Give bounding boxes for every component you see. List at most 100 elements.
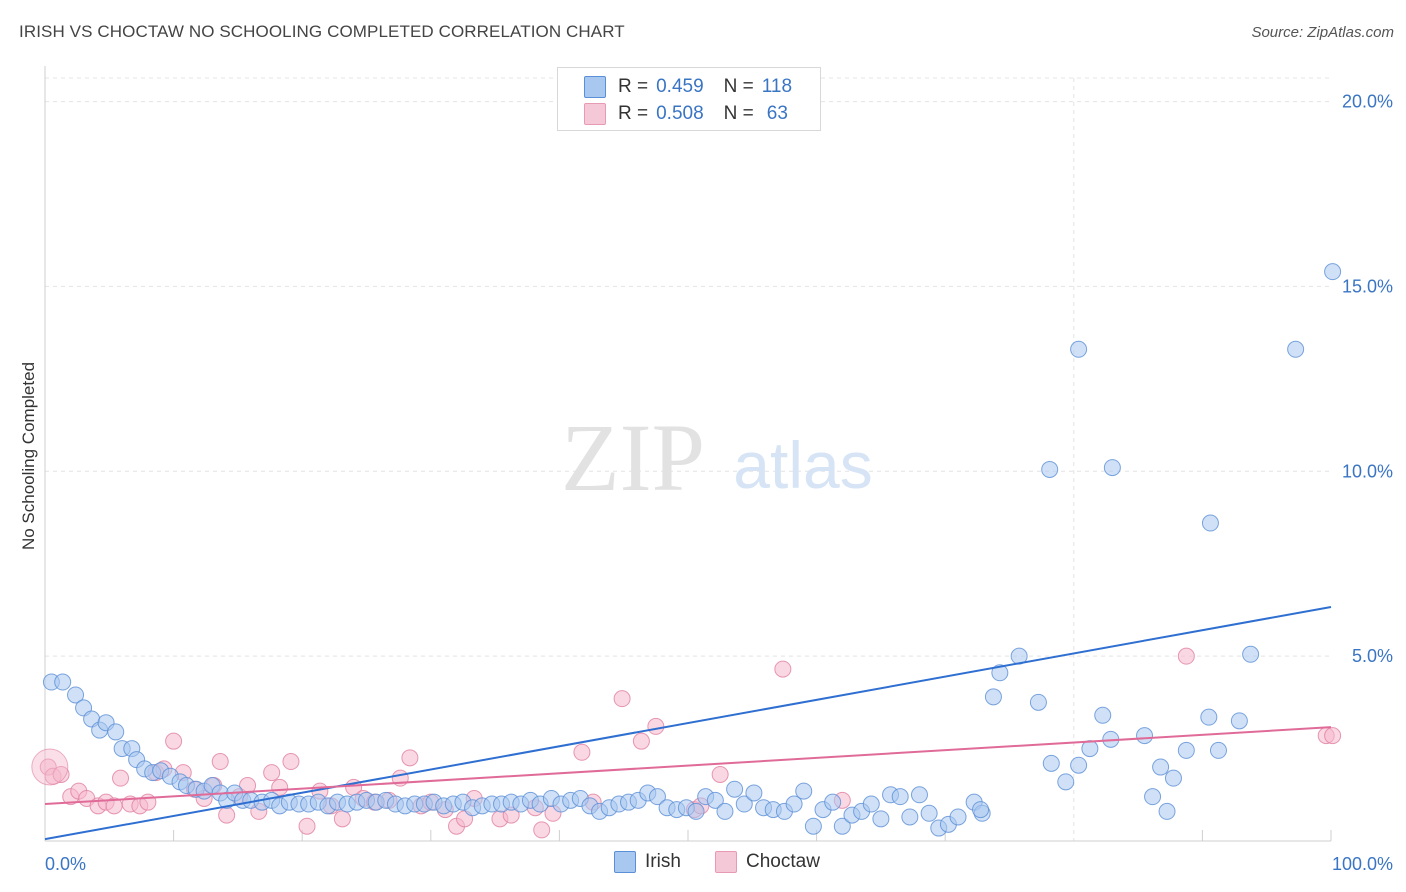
watermark: ZIP atlas — [561, 404, 873, 511]
choctaw-point — [271, 778, 289, 796]
watermark-zip: ZIP — [561, 404, 705, 511]
irish-point — [687, 802, 705, 820]
choctaw-point — [218, 806, 236, 824]
irish-point — [1029, 693, 1047, 711]
y-tick-label: 20.0% — [1342, 92, 1393, 112]
legend-n-label: N = — [723, 76, 754, 97]
legend-r-value: 0.459 — [656, 76, 704, 97]
choctaw-point — [533, 821, 551, 839]
irish-point — [984, 688, 1002, 706]
irish-point — [891, 788, 909, 806]
legend-swatch-choctaw — [584, 103, 606, 125]
x-tick-label: 100.0% — [1332, 854, 1393, 874]
irish-trend-line — [44, 605, 1332, 841]
choctaw-point — [263, 764, 281, 782]
choctaw-point — [647, 717, 665, 735]
irish-point — [648, 788, 666, 806]
irish-point — [804, 817, 822, 835]
irish-point — [54, 673, 72, 691]
legend-label-irish: Irish — [645, 851, 681, 872]
choctaw-point — [632, 732, 650, 750]
choctaw-point — [613, 690, 631, 708]
irish-point — [1144, 788, 1162, 806]
y-tick-label: 15.0% — [1342, 276, 1393, 296]
legend-n-value: 63 — [766, 103, 788, 124]
choctaw-point — [333, 810, 351, 828]
choctaw-trend-line — [44, 726, 1332, 806]
irish-point — [1152, 758, 1170, 776]
legend-r-value: 0.508 — [656, 103, 704, 124]
tick-labels: 5.0% 10.0% 15.0% 20.0% 0.0% 100.0% — [45, 92, 1393, 874]
irish-point — [107, 723, 125, 741]
y-tick-label: 10.0% — [1342, 461, 1393, 481]
irish-point — [1042, 754, 1060, 772]
legend-r-label: R = — [618, 76, 649, 97]
choctaw-point — [211, 753, 229, 771]
choctaw-point — [1324, 727, 1342, 745]
irish-point — [1287, 340, 1305, 358]
irish-point — [745, 784, 763, 802]
legend-r-label: R = — [618, 103, 649, 124]
irish-point — [920, 804, 938, 822]
irish-point — [1230, 712, 1248, 730]
irish-point — [1094, 706, 1112, 724]
legend-row-choctaw: R = 0.508 N = 63 — [558, 100, 788, 128]
trend-lines — [44, 605, 1332, 841]
legend-n-label: N = — [723, 103, 754, 124]
choctaw-point — [112, 769, 130, 787]
choctaw-point — [165, 732, 183, 750]
choctaw-point — [52, 765, 70, 783]
irish-point — [1041, 460, 1059, 478]
source-credit: Source: ZipAtlas.com — [1251, 24, 1394, 41]
irish-point — [1242, 645, 1260, 663]
irish-point — [972, 801, 990, 819]
x-tick-label: 0.0% — [45, 854, 86, 874]
legend-swatch-choctaw — [715, 851, 737, 873]
legend-item-irish: Irish — [614, 851, 681, 873]
chart-title: IRISH VS CHOCTAW NO SCHOOLING COMPLETED … — [19, 22, 625, 41]
irish-point — [1070, 340, 1088, 358]
irish-point — [862, 795, 880, 813]
irish-point — [1209, 741, 1227, 759]
irish-point — [735, 795, 753, 813]
axes — [44, 66, 1331, 842]
irish-point — [1057, 773, 1075, 791]
choctaw-point — [1177, 647, 1195, 665]
choctaw-point — [282, 753, 300, 771]
irish-point — [991, 664, 1009, 682]
choctaw-point — [711, 765, 729, 783]
data-points — [31, 263, 1342, 839]
legend-label-choctaw: Choctaw — [746, 851, 820, 872]
irish-point — [716, 802, 734, 820]
irish-point — [1200, 708, 1218, 726]
irish-point — [1177, 741, 1195, 759]
irish-point — [1070, 756, 1088, 774]
irish-point — [833, 817, 851, 835]
irish-point — [795, 782, 813, 800]
irish-point — [872, 810, 890, 828]
choctaw-point — [573, 743, 591, 761]
legend-row-irish: R = 0.459 N = 118 — [558, 73, 792, 101]
irish-point — [785, 795, 803, 813]
irish-point — [1201, 514, 1219, 532]
legend-swatch-irish — [614, 851, 636, 873]
legend-swatch-irish — [584, 76, 606, 98]
irish-point — [726, 780, 744, 798]
irish-point — [824, 793, 842, 811]
y-tick-label: 5.0% — [1352, 646, 1393, 666]
stats-legend: R = 0.459 N = 118 R = 0.508 N = 63 — [557, 67, 821, 131]
irish-point — [1103, 459, 1121, 477]
irish-point — [910, 786, 928, 804]
legend-n-value: 118 — [761, 76, 793, 97]
irish-point — [67, 686, 85, 704]
irish-point — [1158, 802, 1176, 820]
choctaw-point — [401, 749, 419, 767]
irish-point — [1081, 740, 1099, 758]
legend-item-choctaw: Choctaw — [715, 851, 820, 873]
irish-point — [1164, 769, 1182, 787]
watermark-atlas: atlas — [733, 428, 872, 502]
irish-point — [706, 791, 724, 809]
irish-point — [949, 808, 967, 826]
choctaw-point — [774, 660, 792, 678]
